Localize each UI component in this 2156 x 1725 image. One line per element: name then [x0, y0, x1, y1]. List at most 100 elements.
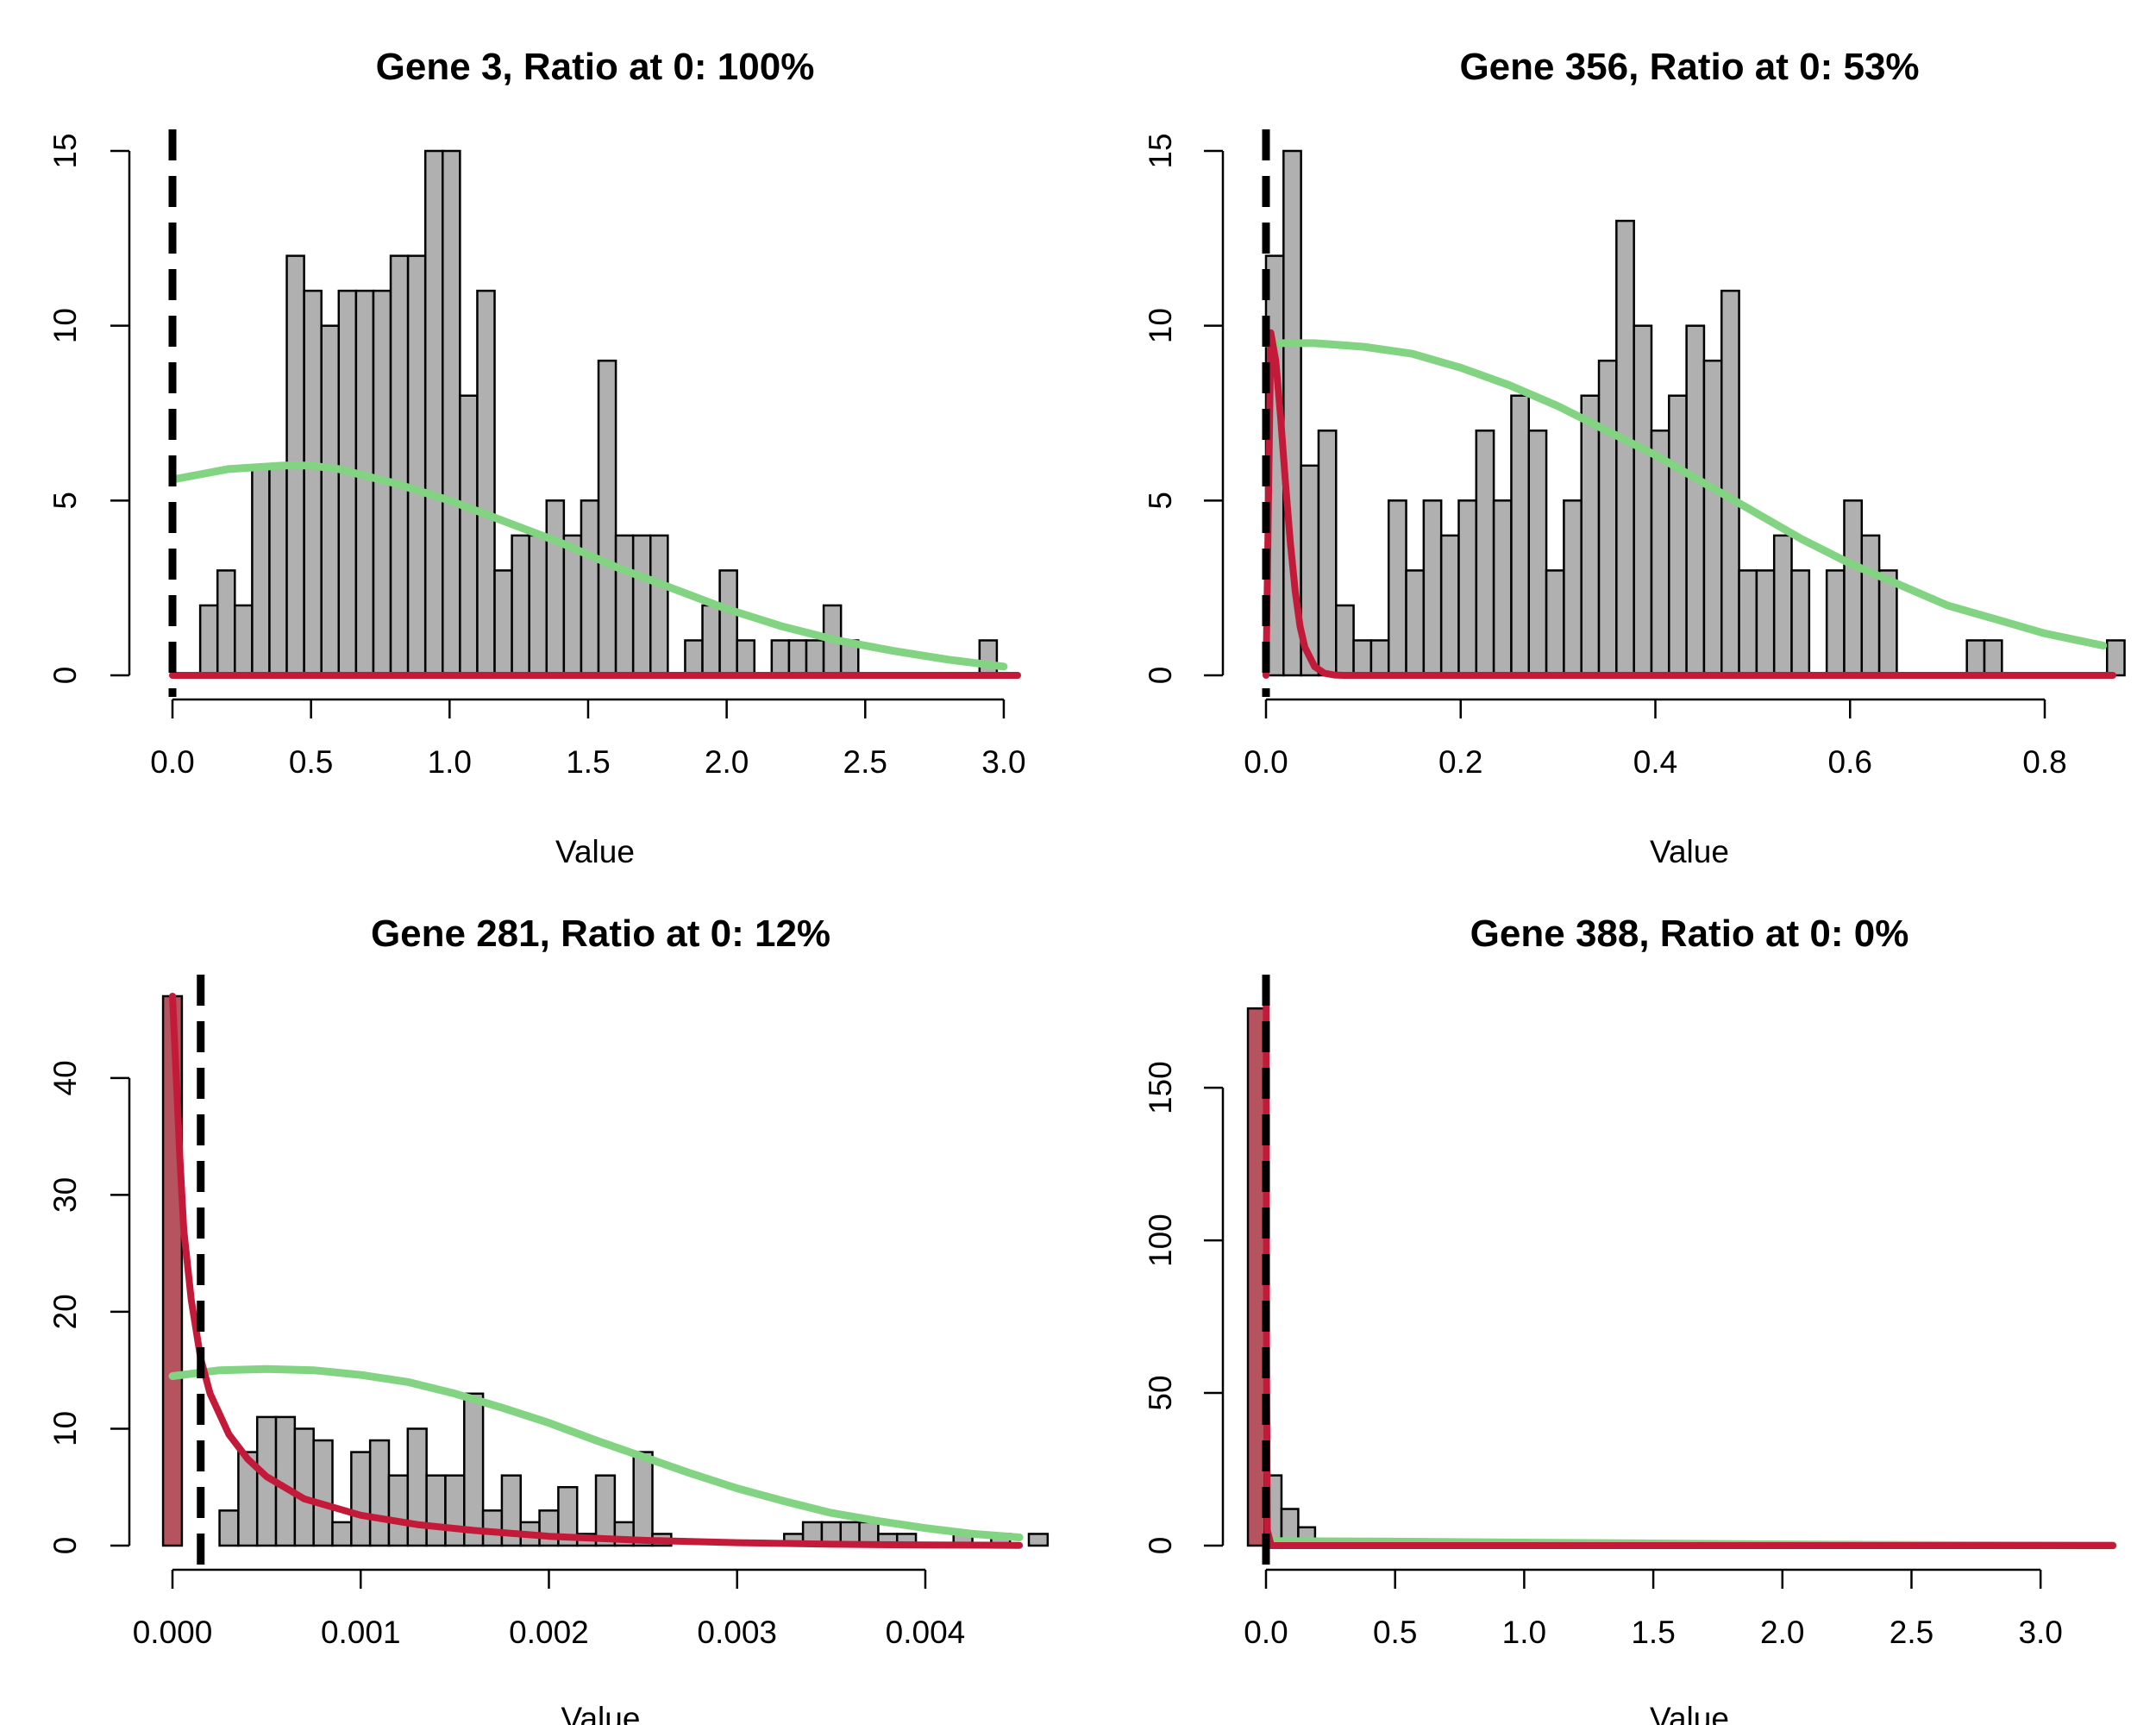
bar — [1510, 394, 1531, 677]
bar — [805, 639, 825, 677]
bar — [216, 569, 236, 677]
bar — [354, 289, 375, 677]
bar — [1860, 534, 1881, 677]
bar — [718, 569, 738, 677]
bar — [1650, 430, 1670, 677]
y-tick-label: 30 — [47, 1177, 83, 1213]
bar — [337, 289, 358, 677]
y-axis: 0 5 10 15 — [47, 133, 131, 684]
bar — [978, 639, 999, 677]
chart-title: Gene 388, Ratio at 0: 0% — [1470, 913, 1909, 955]
bar — [1369, 639, 1390, 677]
bar — [463, 1392, 485, 1547]
x-tick-label: 3.0 — [2018, 1615, 2062, 1650]
x-tick-label: 0.003 — [697, 1615, 777, 1650]
x-tick-label: 0.5 — [289, 744, 333, 780]
x-tick-label: 1.5 — [1631, 1615, 1675, 1650]
x-axis: 0.0 0.5 1.0 1.5 2.0 2.5 3.0 — [1244, 1568, 2063, 1650]
x-tick-label: 0.0 — [1244, 1615, 1288, 1650]
bar — [1702, 359, 1723, 677]
panel-1: Gene 3, Ratio at 0: 100% 0.0 0.5 1.0 1.5 2.0 2… — [47, 46, 1026, 869]
bar — [303, 289, 323, 677]
y-tick-label: 5 — [47, 492, 83, 510]
y-tick-label: 15 — [47, 133, 83, 168]
bar — [1685, 324, 1706, 677]
bar — [1492, 499, 1513, 677]
y-tick-label: 15 — [1143, 133, 1178, 168]
bar — [350, 1451, 372, 1547]
red-curve — [1263, 993, 2116, 1549]
x-tick-label: 0.000 — [133, 1615, 213, 1650]
green-curve — [168, 461, 1008, 671]
x-tick-label: 1.0 — [1502, 1615, 1546, 1650]
green-curve — [168, 1364, 1024, 1541]
bar — [701, 604, 721, 677]
bar — [442, 149, 461, 677]
x-tick-label: 2.5 — [1890, 1615, 1934, 1650]
red-curve — [169, 993, 1024, 1549]
x-axis-label: Value — [555, 834, 635, 869]
bar — [1027, 1533, 1050, 1547]
x-tick-label: 2.5 — [843, 744, 887, 780]
bar — [425, 1474, 447, 1547]
x-tick-label: 0.4 — [1633, 744, 1677, 780]
x-axis-label: Value — [561, 1701, 641, 1725]
x-tick-label: 0.8 — [2022, 744, 2066, 780]
x-tick-label: 1.0 — [428, 744, 472, 780]
bar — [684, 639, 704, 677]
y-tick-label: 0 — [47, 1537, 83, 1555]
bar — [251, 464, 271, 677]
bar — [557, 1485, 579, 1547]
x-axis: 0.0 0.5 1.0 1.5 2.0 2.5 3.0 — [150, 698, 1026, 780]
bar — [459, 394, 479, 677]
bar — [511, 534, 530, 677]
y-tick-label: 40 — [47, 1060, 83, 1095]
bar — [597, 359, 617, 677]
y-axis: 0 10 20 30 40 — [47, 1060, 131, 1555]
bar — [500, 1474, 522, 1547]
panel-4: Gene 388, Ratio at 0: 0% 0.0 0.5 1.0 1.5 2.0 2… — [1143, 913, 2117, 1725]
y-tick-label: 20 — [47, 1294, 83, 1329]
y-tick-label: 50 — [1143, 1375, 1178, 1410]
bar — [1772, 534, 1793, 677]
bar — [268, 464, 288, 677]
bar — [787, 639, 808, 677]
x-tick-label: 0.001 — [321, 1615, 401, 1650]
bar — [1335, 604, 1355, 677]
bar — [1843, 499, 1864, 677]
bar — [1405, 569, 1426, 677]
bar — [1965, 639, 1986, 677]
histogram — [1246, 1007, 1317, 1547]
chart-title: Gene 281, Ratio at 0: 12% — [371, 913, 830, 955]
bar — [1317, 430, 1338, 677]
bar — [1633, 324, 1653, 677]
histogram — [161, 994, 1050, 1547]
bar — [1527, 430, 1548, 677]
x-tick-label: 0.6 — [1828, 744, 1872, 780]
bar — [387, 1474, 410, 1547]
y-tick-label: 10 — [47, 308, 83, 343]
bar — [580, 499, 600, 677]
panel-2: Gene 356, Ratio at 0: 53% 0.0 0.2 0.4 0.6 0.8… — [1143, 46, 2126, 869]
y-axis: 0 5 10 15 — [1143, 133, 1225, 685]
x-tick-label: 1.5 — [566, 744, 610, 780]
bar — [1580, 394, 1601, 677]
bar — [1668, 394, 1688, 677]
bar — [1422, 499, 1443, 677]
bar — [331, 1521, 353, 1547]
bar — [1563, 499, 1583, 677]
x-axis-label: Value — [1650, 834, 1729, 869]
x-axis: 0.0 0.2 0.4 0.6 0.8 — [1244, 698, 2067, 780]
bar — [320, 324, 341, 677]
x-tick-label: 0.2 — [1438, 744, 1482, 780]
green-curve — [1262, 339, 2108, 649]
y-tick-label: 0 — [1143, 667, 1178, 685]
bar — [649, 534, 669, 677]
bar — [1457, 499, 1478, 677]
bar — [406, 254, 427, 677]
bar — [528, 534, 548, 677]
x-axis-label: Value — [1650, 1701, 1729, 1725]
bar — [1825, 569, 1846, 677]
bar — [493, 569, 513, 677]
